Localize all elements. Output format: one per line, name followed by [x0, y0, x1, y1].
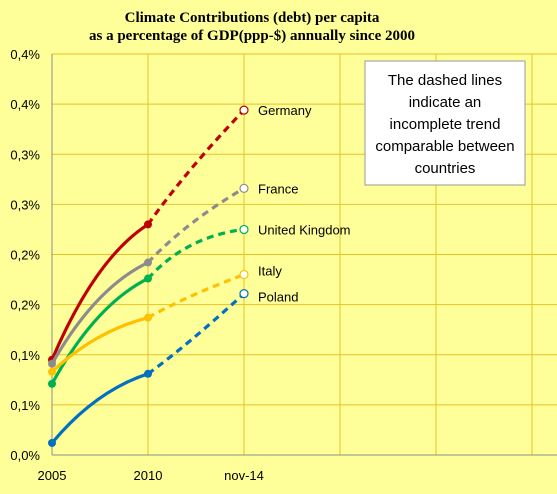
y-tick-label: 0,3% [10, 147, 40, 162]
data-point [144, 313, 152, 322]
series-trend-germany [146, 109, 246, 226]
y-tick-label: 0,1% [10, 398, 40, 413]
series-label-germany: Germany [258, 103, 312, 118]
data-point-open [239, 105, 249, 115]
data-point [48, 359, 56, 368]
data-point-open [239, 269, 249, 280]
series-label-united-kingdom: United Kingdom [258, 222, 351, 237]
series-trend-poland [147, 292, 246, 376]
data-point [144, 258, 152, 267]
y-tick-label: 0,4% [10, 97, 40, 112]
annotation-line: The dashed lines [388, 72, 502, 89]
series-trend-france [146, 186, 245, 264]
annotation-line: comparable between [375, 138, 514, 155]
x-tick-labels: 2005 2010 nov-14 [38, 468, 264, 483]
series-line-poland [50, 372, 150, 445]
data-point [144, 220, 152, 229]
data-point [48, 438, 56, 447]
series-line-italy [50, 316, 150, 374]
x-tick-label: 2005 [38, 468, 67, 483]
data-point-open [239, 288, 249, 299]
data-point [144, 369, 152, 378]
chart-title: Climate Contributions (debt) per capita [125, 10, 380, 26]
data-point [144, 274, 152, 283]
data-point-open [239, 224, 249, 235]
y-tick-labels: 0,0% 0,1% 0,1% 0,2% 0,2% 0,3% 0,3% 0,4% 0,4% [10, 47, 40, 463]
grid [51, 53, 557, 456]
y-tick-label: 0,4% [10, 47, 40, 62]
y-tick-label: 0,2% [10, 298, 40, 313]
annotation-line: incomplete trend [390, 116, 501, 133]
series-label-italy: Italy [258, 264, 282, 279]
x-tick-label: nov-14 [224, 468, 264, 483]
y-tick-label: 0,2% [10, 248, 40, 263]
series-line-germany [50, 222, 150, 362]
series-line-france [50, 260, 150, 366]
series-trend-italy [147, 273, 245, 320]
y-tick-label: 0,0% [10, 448, 40, 463]
y-tick-label: 0,1% [10, 348, 40, 363]
series-trend-united-kingdom [146, 227, 245, 280]
x-tick-label: 2010 [134, 468, 163, 483]
data-point-open [239, 183, 249, 193]
y-tick-label: 0,3% [10, 197, 40, 212]
series-line-united-kingdom [50, 276, 150, 386]
series-label-france: France [258, 181, 298, 196]
series-labels: Germany France United Kingdom Italy Poland [258, 103, 351, 304]
data-point [48, 379, 56, 388]
series-group [48, 105, 249, 447]
data-point [48, 367, 56, 376]
annotation-line: indicate an [409, 94, 482, 111]
chart-subtitle: as a percentage of GDP(ppp-$) annually s… [89, 28, 415, 44]
annotation-line: countries [415, 160, 476, 177]
series-label-poland: Poland [258, 290, 298, 305]
annotation-box: The dashed lines indicate an incomplete tr… [364, 60, 526, 186]
annotation-text: The dashed lines indicate an incomplete tr… [375, 72, 514, 177]
